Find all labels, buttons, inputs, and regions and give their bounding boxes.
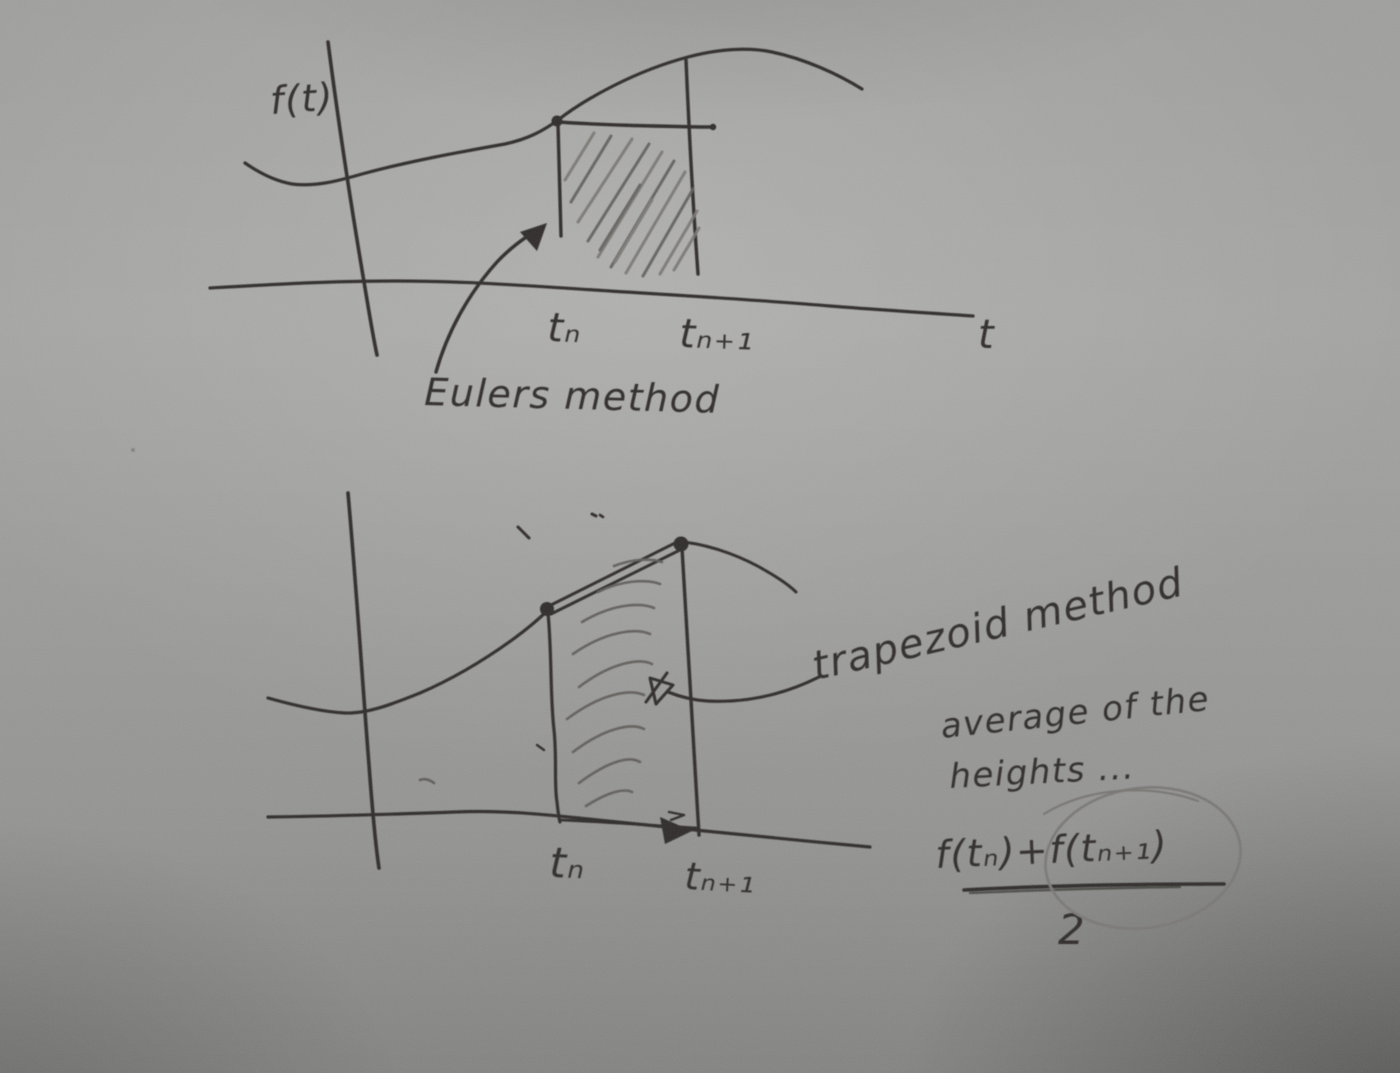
paper-texture bbox=[0, 0, 1400, 1073]
notebook-page: f(t) tₙ tₙ₊₁ t Eulers method bbox=[0, 0, 1400, 1073]
sketch-canvas: f(t) tₙ tₙ₊₁ t Eulers method bbox=[0, 0, 1400, 1073]
